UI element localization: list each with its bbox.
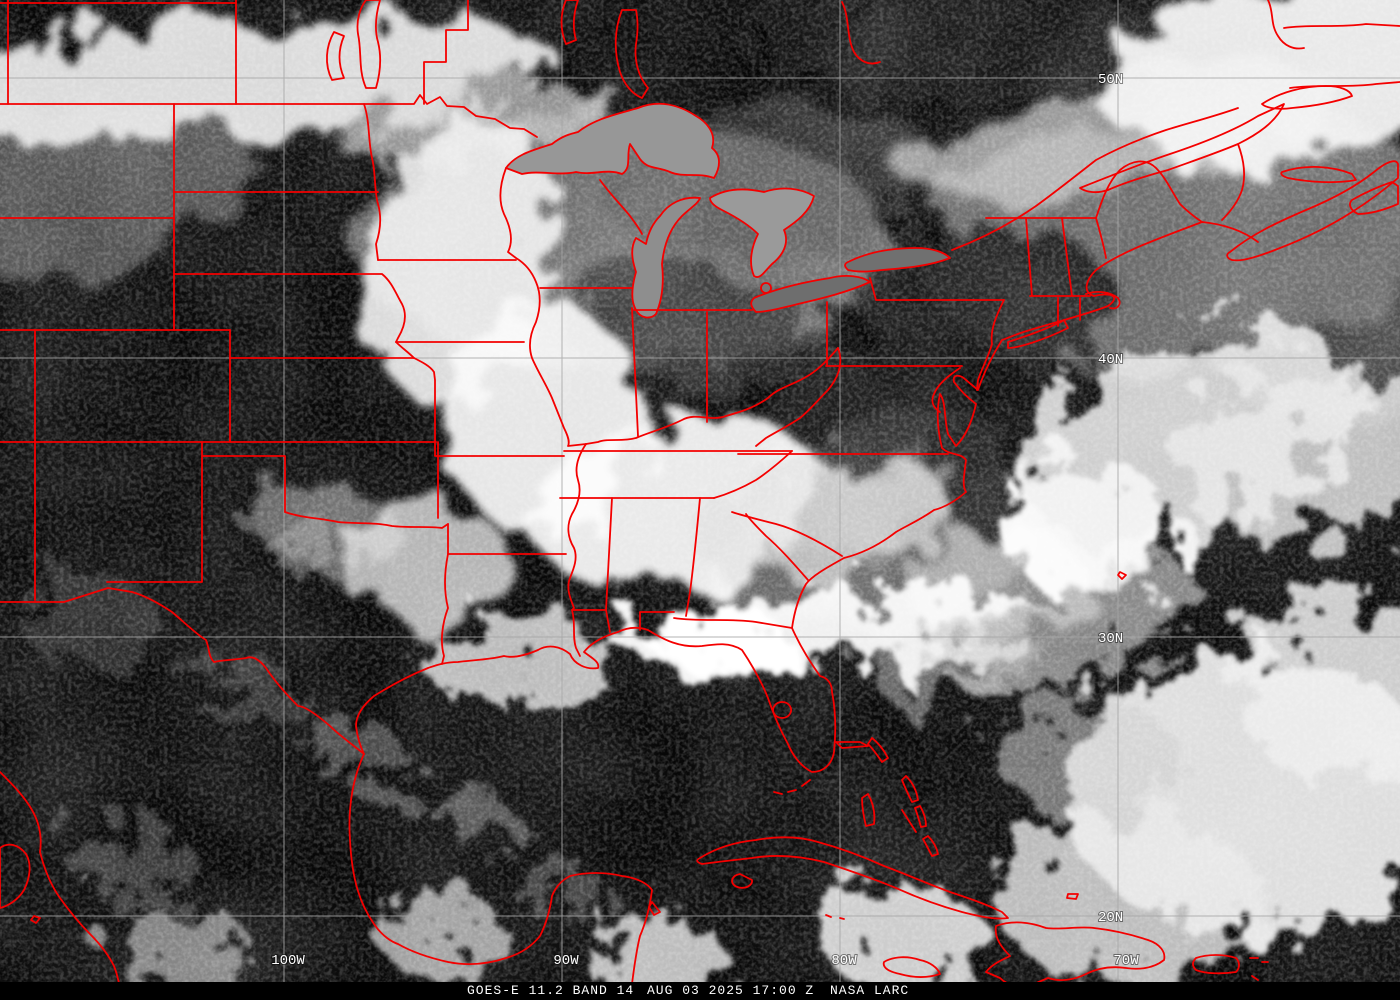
florida-keys: [773, 779, 811, 795]
coastline-st-lawrence: [951, 107, 1239, 251]
border-sd-ne: [173, 273, 406, 343]
mexico-west-coast: [0, 771, 123, 1000]
cape-cod: [1085, 291, 1121, 310]
border-us-canada-49n: [0, 94, 538, 138]
lake-winnipeg-outline: [356, 0, 382, 89]
border-ny-vt: [1025, 217, 1033, 297]
virgin-islands: [1249, 957, 1269, 981]
nova-scotia: [1226, 160, 1399, 262]
lake-ontario: [844, 247, 951, 273]
border-mb-on: [423, 0, 469, 105]
border-ks-mo: [413, 357, 436, 457]
border-up-wi: [599, 179, 643, 235]
bermuda: [1117, 571, 1127, 580]
border-rio-grande: [107, 587, 365, 755]
border-ny-pa: [869, 277, 1005, 301]
lake-okeechobee: [772, 701, 792, 719]
border-tx-la: [441, 523, 449, 665]
border-nm-mexico: [0, 587, 109, 603]
border-nc-sc: [731, 511, 843, 557]
border-wv-va: [755, 347, 842, 447]
quebec-shoreline: [841, 1, 881, 65]
border-al-fl: [639, 611, 675, 631]
border-red-river: [284, 511, 449, 529]
border-nc-tn: [713, 450, 793, 499]
border-ms-al: [605, 497, 613, 633]
grid-labels: 50N 40N 30N 20N 100W 90W 80W 70W: [270, 71, 1140, 970]
turks-caicos: [1066, 893, 1079, 900]
lat-label-30n: 30N: [1098, 631, 1123, 647]
border-potomac: [931, 367, 961, 413]
isle-of-youth: [731, 873, 753, 889]
baja-tip: [0, 843, 31, 909]
border-ok-tx-panhandle: [201, 455, 286, 513]
bahamas-islands: [835, 737, 939, 857]
lon-label-100w: 100W: [271, 953, 305, 969]
new-brunswick-coast: [1201, 143, 1259, 243]
anticosti-island: [1261, 85, 1353, 110]
caption-timestamp: AUG 03 2025 17:00 Z: [647, 983, 815, 998]
prince-edward-island: [1280, 166, 1357, 184]
border-maine-north: [1095, 160, 1203, 223]
coastline-atlantic-gulf: [348, 221, 1203, 1000]
cape-breton: [1349, 181, 1399, 215]
border-al-ga: [685, 497, 701, 617]
lake-manitoba-outline: [326, 31, 345, 81]
gaspe-peninsula: [1079, 103, 1285, 194]
border-nm-tx: [106, 441, 203, 583]
lake-superior: [505, 102, 720, 179]
cuba-outline: [696, 836, 1009, 920]
border-vt-nh: [1061, 217, 1073, 297]
border-il-in: [631, 307, 639, 437]
northern-lake-outline: [560, 0, 579, 45]
border-ohio-river: [585, 347, 839, 445]
border-mississippi-upper: [499, 167, 587, 447]
lat-label-40n: 40N: [1098, 352, 1123, 368]
caption-credit: NASA LARC: [830, 983, 910, 998]
border-me-nh: [1095, 217, 1107, 259]
lon-label-90w: 90W: [553, 953, 579, 969]
jamaica-outline: [882, 956, 941, 978]
long-island: [1007, 319, 1069, 349]
border-mo-river: [395, 341, 415, 359]
great-lakes: [505, 102, 951, 319]
border-fl-ga: [673, 617, 793, 629]
lake-huron: [709, 187, 815, 278]
quebec-north-shore: [1267, 0, 1400, 89]
lat-label-20n: 20N: [1098, 910, 1123, 926]
cayman-islands: [825, 914, 845, 920]
border-delaware-river: [976, 299, 1005, 391]
puerto-rico-outline: [1192, 954, 1240, 975]
caption-product-label: GOES-E 11.2 BAND 14: [467, 983, 635, 998]
caption-bar: GOES-E 11.2 BAND 14 AUG 03 2025 17:00 Z …: [0, 982, 1400, 1000]
lon-label-80w: 80W: [831, 953, 857, 969]
border-ga-sc: [745, 513, 809, 581]
hispaniola-outline: [985, 921, 1166, 987]
lat-label-50n: 50N: [1098, 72, 1123, 88]
tres-marias-island: [30, 915, 41, 924]
border-mississippi-lower: [567, 443, 587, 657]
cozumel-island: [648, 901, 661, 916]
lon-label-70w: 70W: [1113, 953, 1139, 969]
border-mn-west: [363, 103, 382, 261]
lake-erie: [750, 275, 871, 313]
northern-lake-outline: [614, 9, 649, 99]
